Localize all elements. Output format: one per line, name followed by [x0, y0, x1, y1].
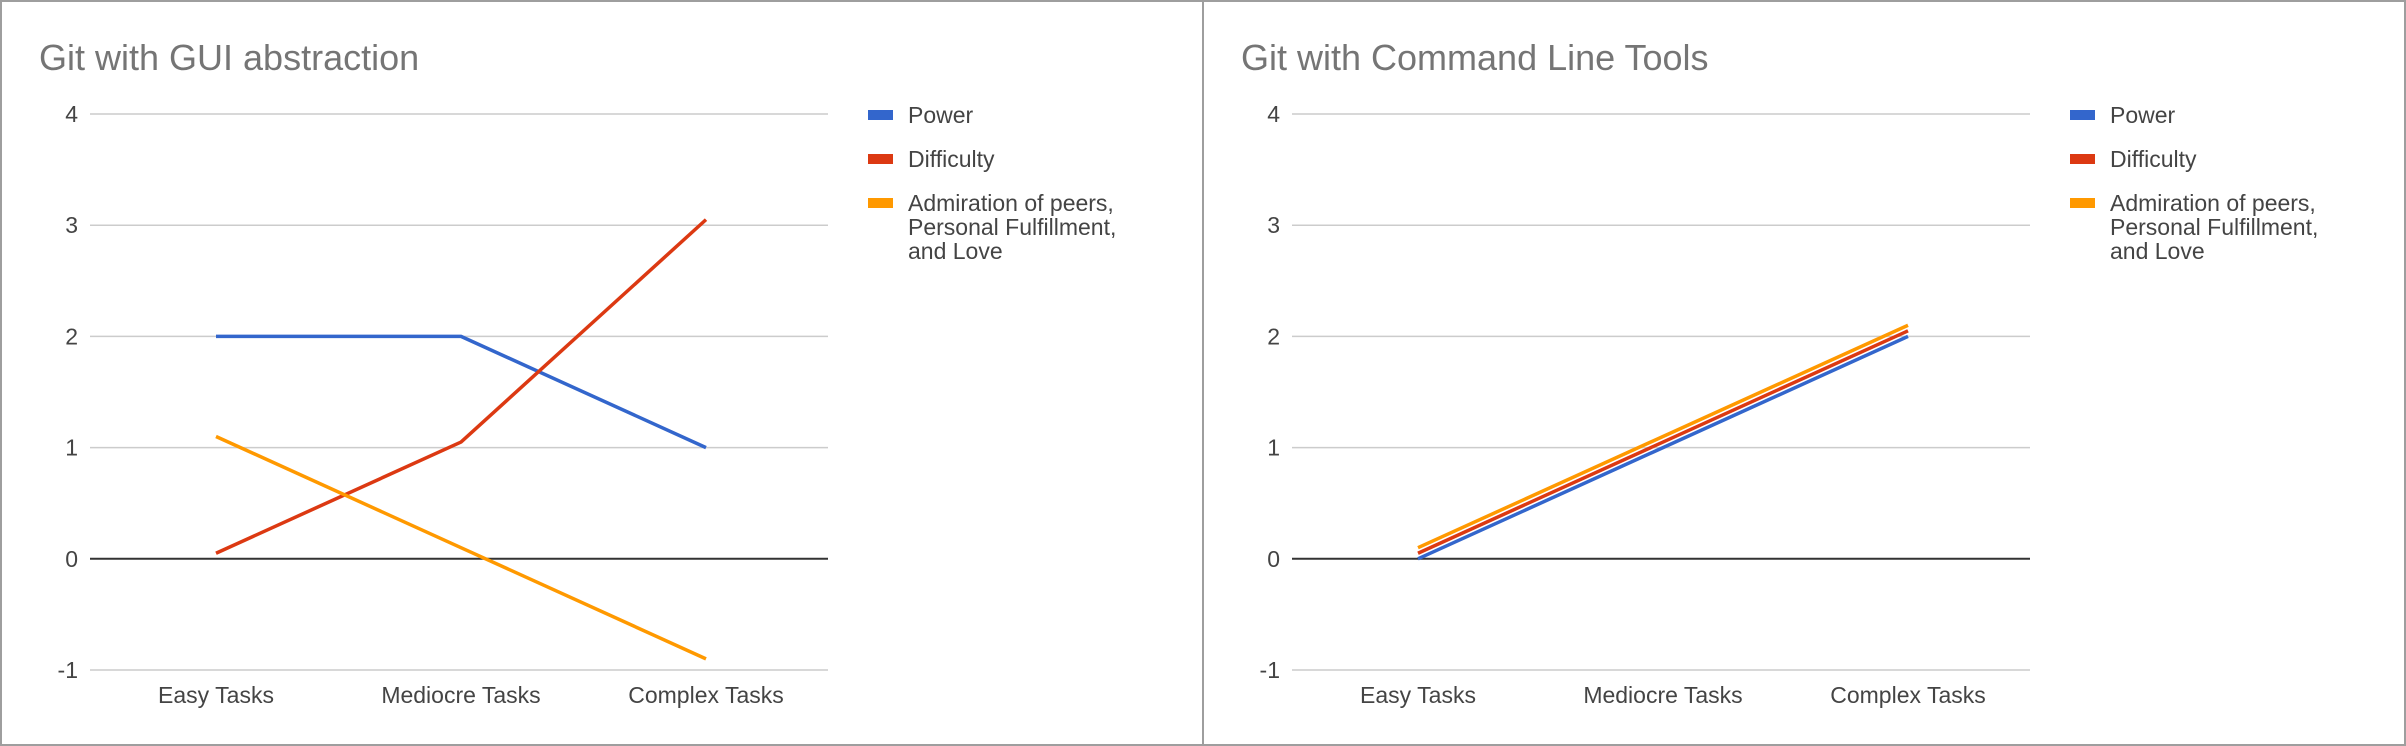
x-tick-label: Complex Tasks — [628, 682, 784, 708]
x-tick-label: Complex Tasks — [1830, 682, 1986, 708]
legend-swatch — [2070, 110, 2095, 120]
series-line-difficulty — [1417, 329, 1909, 555]
y-tick-label: -1 — [1260, 657, 1280, 683]
chart-gui-svg: Git with GUI abstraction -1 0 1 2 3 4 Easy Task… — [39, 37, 1116, 708]
y-tick-label: 1 — [1267, 435, 1280, 461]
legend-label: Difficulty — [2110, 146, 2197, 172]
y-tick-label: 4 — [65, 101, 78, 127]
series-line-difficulty — [215, 218, 708, 555]
chart-panel-gui: Git with GUI abstraction -1 0 1 2 3 4 Easy Task… — [0, 0, 1204, 746]
chart-title: Git with Command Line Tools — [1241, 37, 1709, 78]
chart-title: Git with GUI abstraction — [39, 37, 419, 78]
chart-cli-svg: Git with Command Line Tools -1 0 1 2 3 4 Easy T… — [1241, 37, 2318, 708]
chart-panel-cli: Git with Command Line Tools -1 0 1 2 3 4 Easy T… — [1202, 0, 2406, 746]
series-line-admiration-of-peers-pers — [215, 434, 707, 661]
y-tick-label: 0 — [1267, 546, 1280, 572]
y-tick-label: 1 — [65, 435, 78, 461]
y-tick-label: 0 — [65, 546, 78, 572]
series-line-power — [1417, 334, 1909, 561]
x-tick-label: Mediocre Tasks — [1583, 682, 1742, 708]
legend-swatch — [2070, 198, 2095, 208]
legend-swatch — [868, 198, 893, 208]
y-tick-label: 3 — [65, 212, 78, 238]
legend-label: Personal Fulfillment, — [2110, 214, 2318, 240]
y-tick-label: 4 — [1267, 101, 1280, 127]
legend-label: Power — [908, 102, 974, 128]
legend-label: and Love — [2110, 238, 2205, 264]
x-tick-label: Mediocre Tasks — [381, 682, 540, 708]
y-tick-label: 2 — [65, 323, 78, 349]
legend-label: Admiration of peers, — [908, 190, 1114, 216]
legend-swatch — [868, 110, 893, 120]
legend-label: Difficulty — [908, 146, 995, 172]
legend-label: and Love — [908, 238, 1003, 264]
y-tick-label: 2 — [1267, 323, 1280, 349]
x-tick-label: Easy Tasks — [1360, 682, 1476, 708]
legend-label: Personal Fulfillment, — [908, 214, 1116, 240]
legend-swatch — [868, 154, 893, 164]
y-tick-label: 3 — [1267, 212, 1280, 238]
y-tick-label: -1 — [58, 657, 78, 683]
x-tick-label: Easy Tasks — [158, 682, 274, 708]
series-line-admiration-of-peers-pers — [1417, 323, 1909, 550]
series-line-power — [216, 334, 707, 450]
legend-swatch — [2070, 154, 2095, 164]
legend-label: Power — [2110, 102, 2176, 128]
legend-label: Admiration of peers, — [2110, 190, 2316, 216]
